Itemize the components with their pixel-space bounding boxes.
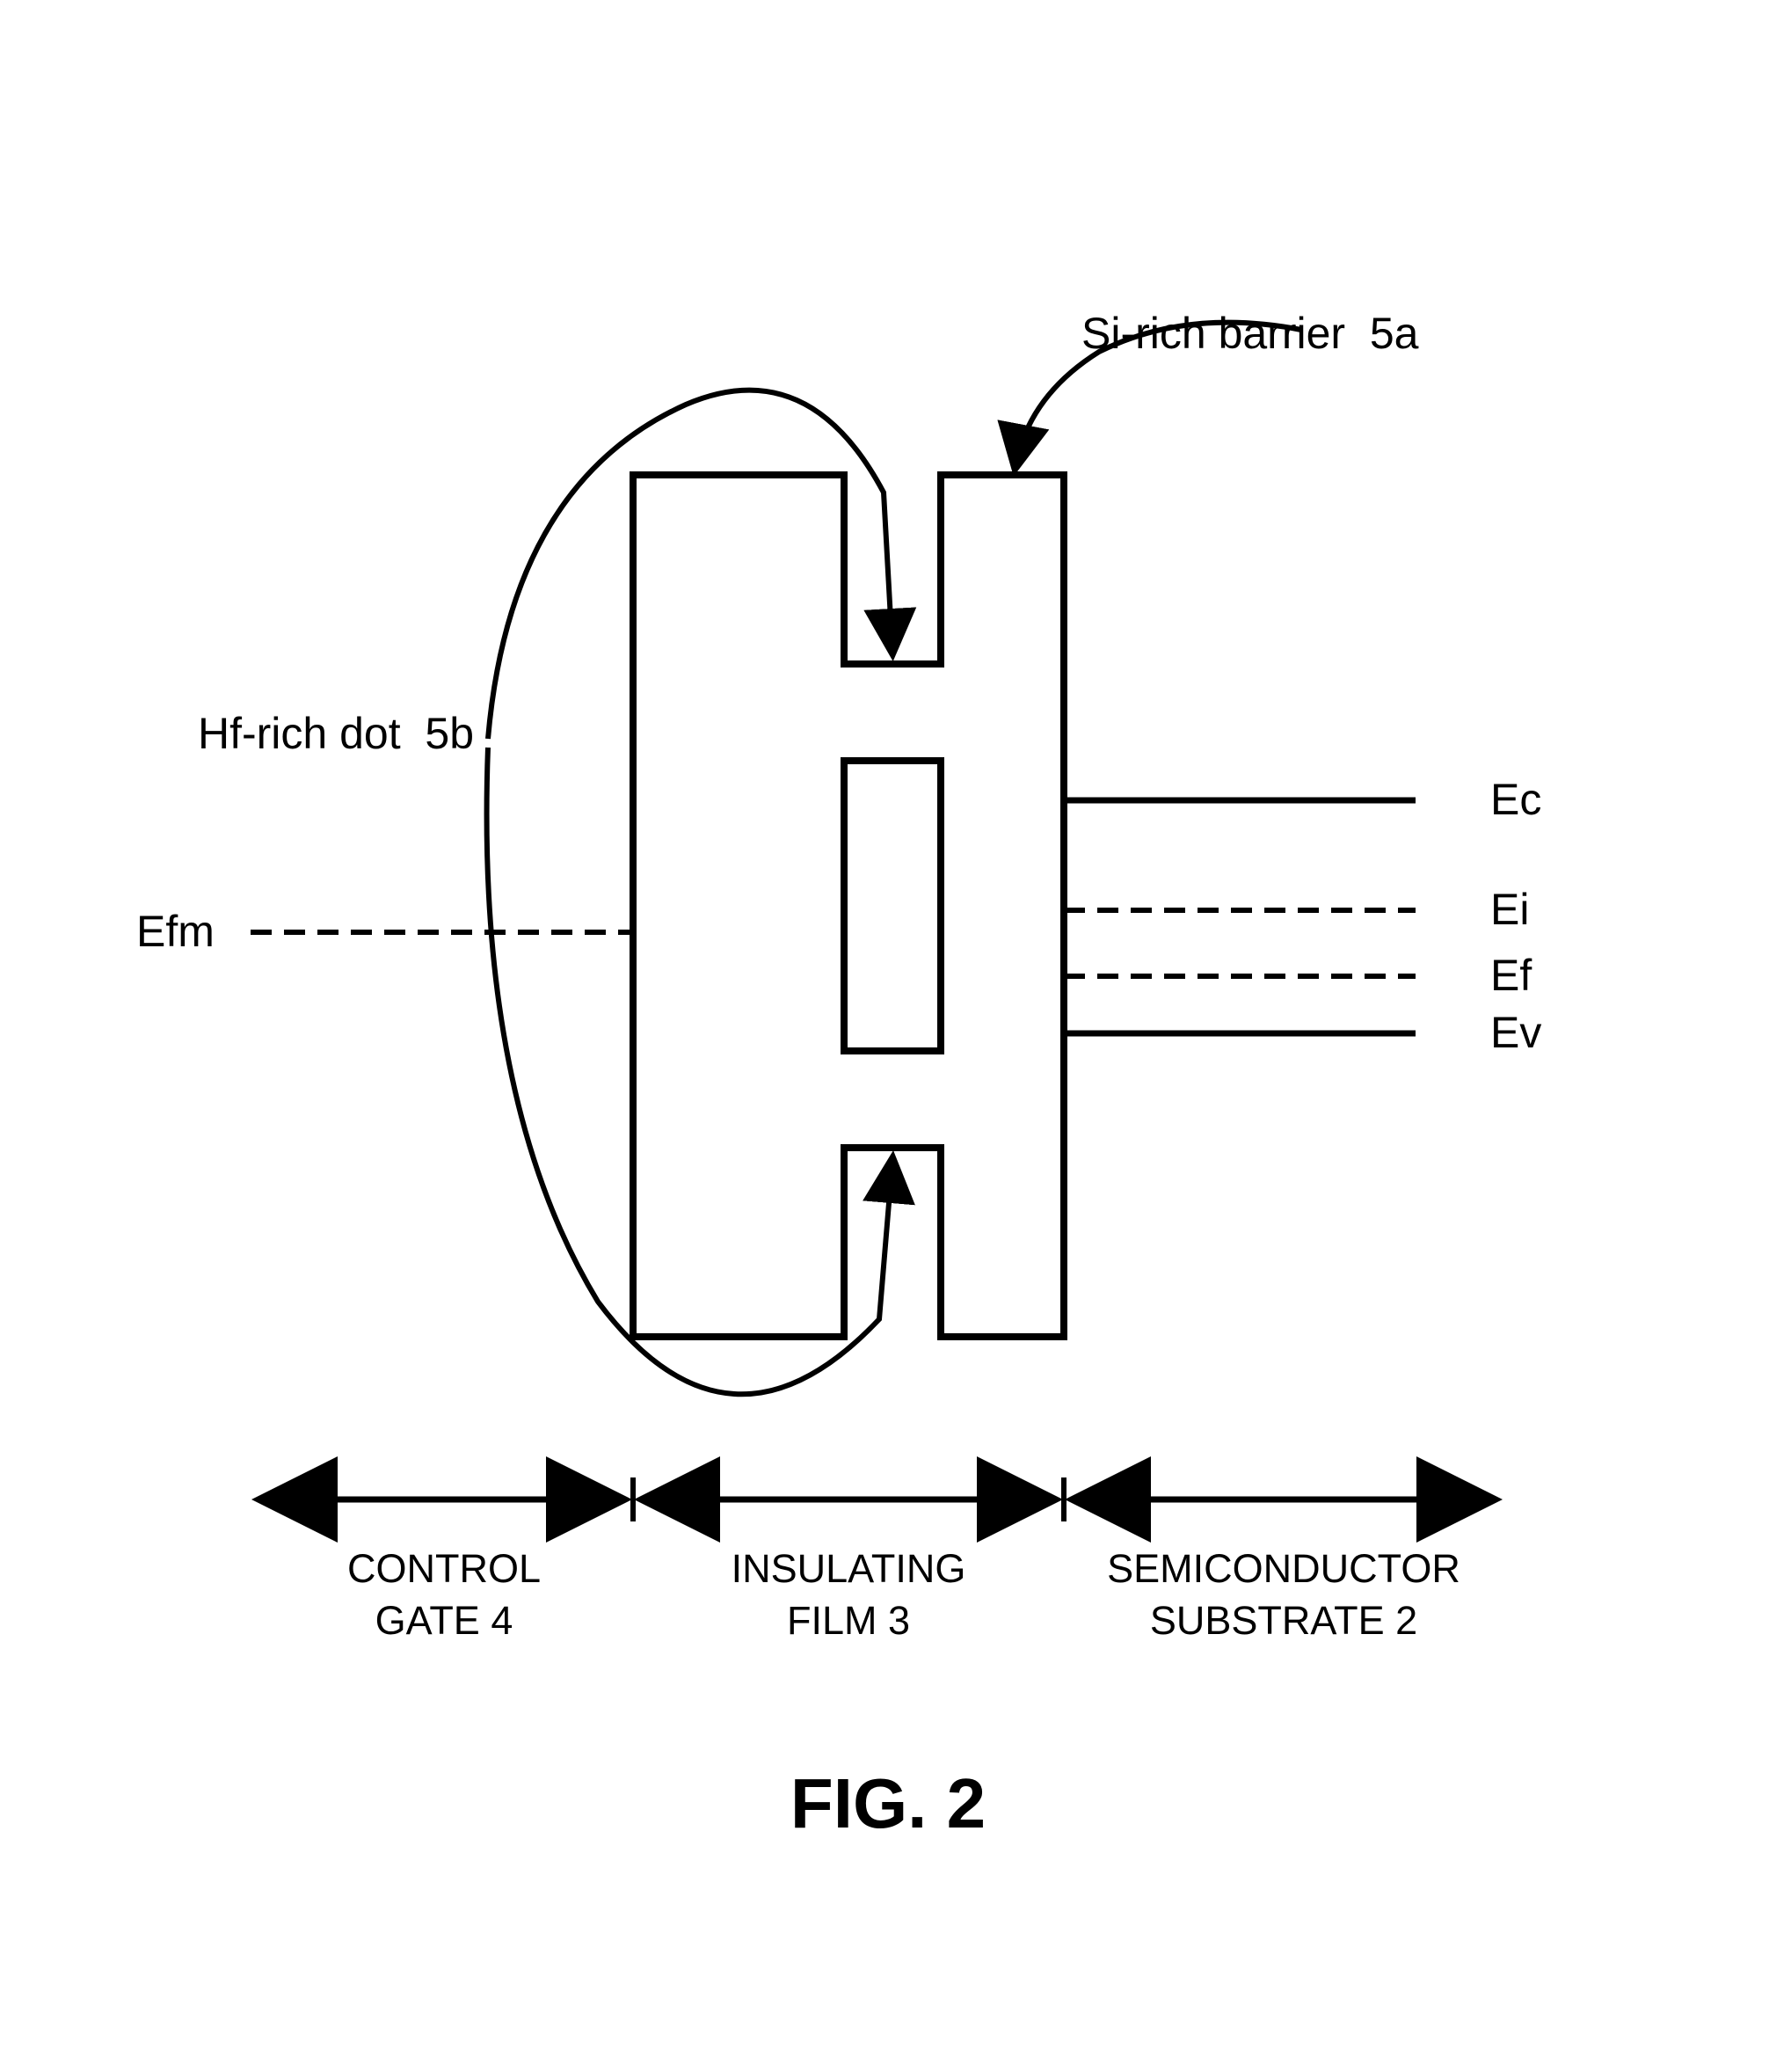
si-rich-barrier-text: Si-rich barrier <box>1081 309 1345 358</box>
insulating-film-label: INSULATINGFILM 3 <box>712 1543 985 1646</box>
ef-label: Ef <box>1490 950 1532 1001</box>
efm-label: Efm <box>136 906 215 957</box>
ei-label: Ei <box>1490 884 1529 935</box>
ec-label: Ec <box>1490 774 1541 825</box>
band-diagram-outline <box>633 475 1064 1337</box>
hf-rich-dot-text: Hf-rich dot <box>198 709 401 758</box>
si-rich-barrier-label: Si-rich barrier 5a <box>1081 308 1418 359</box>
semiconductor-substrate-label: SEMICONDUCTORSUBSTRATE 2 <box>1090 1543 1477 1646</box>
figure-title: FIG. 2 <box>668 1763 1108 1844</box>
diagram-container: Si-rich barrier 5a Hf-rich dot 5b Efm Ec… <box>0 0 1769 2072</box>
control-gate-label: CONTROLGATE 4 <box>334 1543 554 1646</box>
hf-rich-bottom-callout-arrow <box>487 748 892 1394</box>
ev-label: Ev <box>1490 1007 1541 1058</box>
hf-rich-dot-label: Hf-rich dot 5b <box>198 708 474 759</box>
si-rich-barrier-num: 5a <box>1370 309 1419 358</box>
hf-rich-top-callout-arrow <box>488 390 892 739</box>
hf-rich-dot-num: 5b <box>425 709 474 758</box>
